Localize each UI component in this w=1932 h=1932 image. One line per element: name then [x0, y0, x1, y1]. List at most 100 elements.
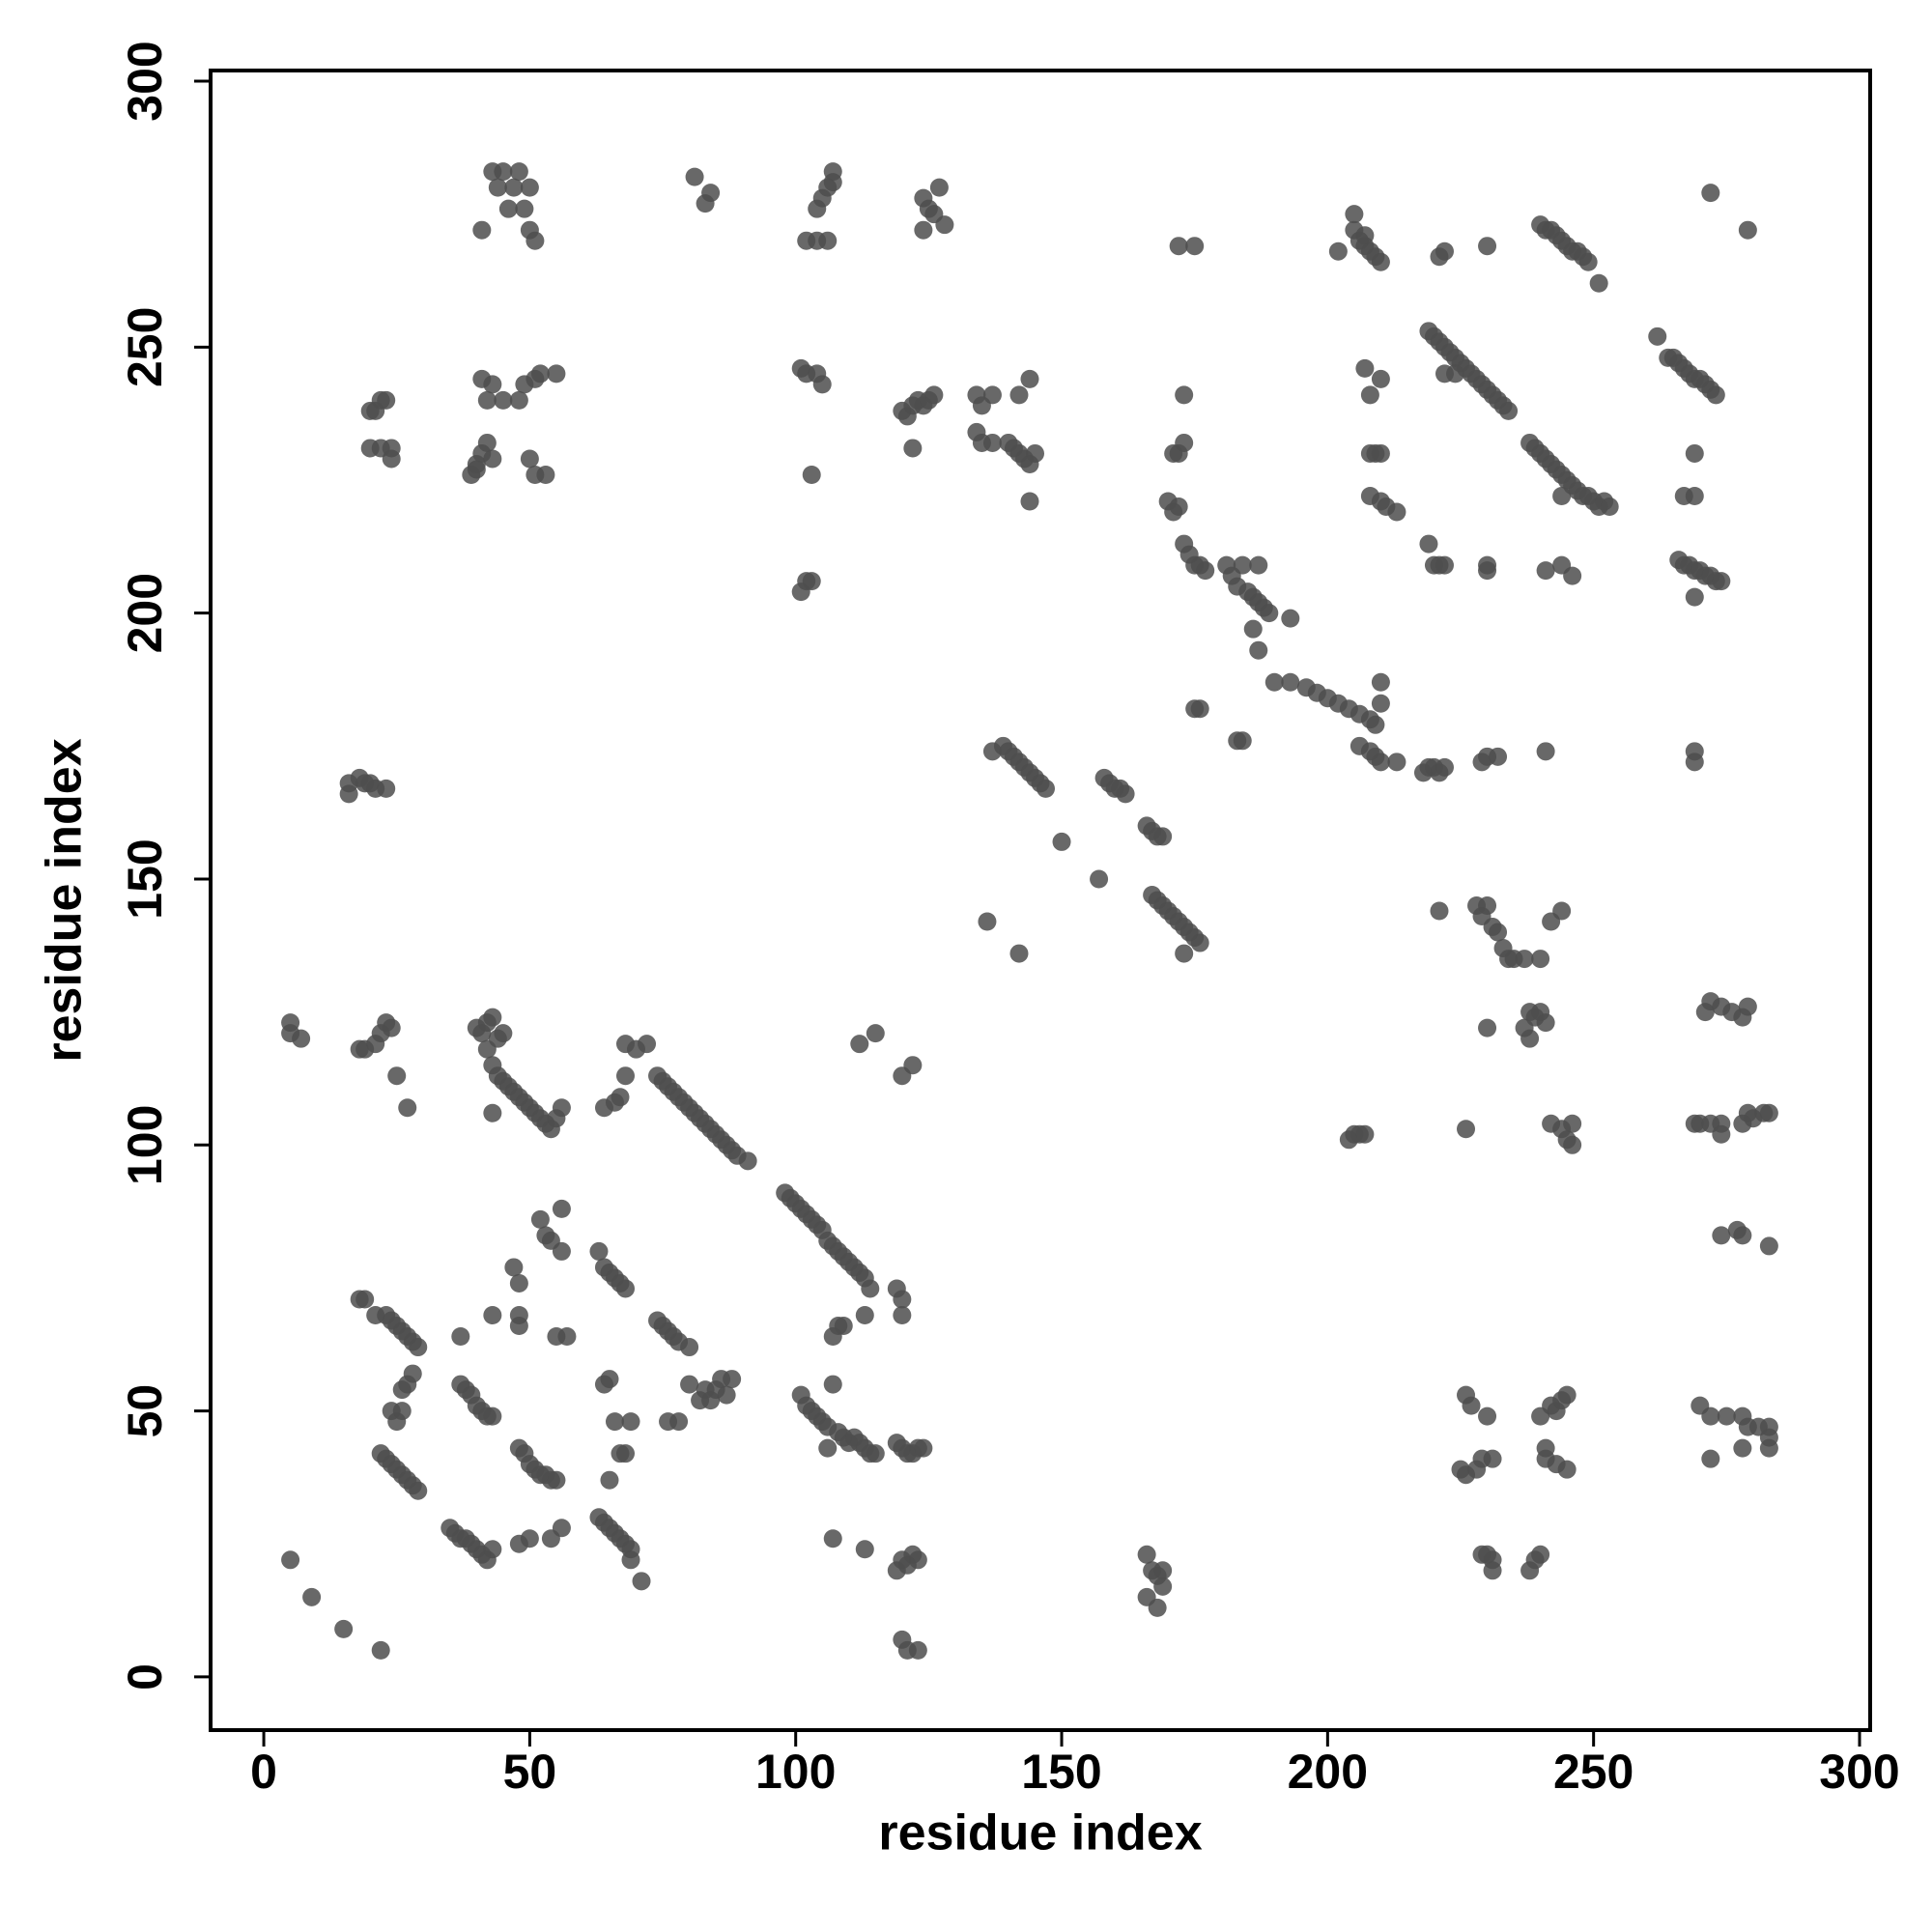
point	[1701, 1406, 1720, 1426]
point	[483, 1406, 502, 1426]
point	[680, 1338, 699, 1357]
point	[1499, 401, 1519, 420]
point	[281, 1550, 300, 1570]
x-tick-label: 0	[250, 1745, 277, 1799]
point	[1355, 226, 1375, 245]
point	[1153, 827, 1173, 846]
point	[403, 1364, 422, 1383]
point	[1435, 555, 1454, 575]
point	[914, 220, 933, 240]
point	[855, 1540, 874, 1559]
point	[1190, 933, 1209, 952]
point	[1371, 753, 1390, 772]
point	[1190, 699, 1209, 719]
point	[494, 390, 513, 410]
point	[1233, 555, 1252, 575]
point	[802, 572, 821, 591]
point	[1563, 1135, 1582, 1154]
point	[536, 465, 555, 484]
point	[1738, 220, 1757, 240]
point	[632, 1572, 651, 1591]
point	[605, 1412, 624, 1432]
point	[1281, 609, 1300, 628]
x-tick-label: 200	[1288, 1745, 1368, 1799]
point	[1563, 1114, 1582, 1133]
point	[483, 1103, 502, 1122]
point	[509, 162, 528, 182]
point	[302, 1587, 322, 1606]
point	[1685, 753, 1704, 772]
point	[483, 1540, 502, 1559]
y-tick-label: 50	[118, 1384, 172, 1438]
point	[1531, 1545, 1550, 1564]
x-tick-label: 100	[755, 1745, 836, 1799]
point	[638, 1035, 657, 1054]
point	[477, 433, 497, 452]
x-axis-label: residue index	[878, 1805, 1202, 1861]
point	[557, 1327, 577, 1347]
point	[1090, 869, 1109, 889]
point	[1557, 1460, 1577, 1479]
point	[1148, 1598, 1167, 1617]
point	[355, 1290, 375, 1309]
point	[509, 390, 528, 410]
point	[1701, 184, 1720, 203]
point	[1345, 205, 1364, 224]
point	[1175, 433, 1194, 452]
point	[1563, 566, 1582, 585]
point	[982, 385, 1002, 405]
point	[1478, 1406, 1497, 1426]
point	[526, 231, 545, 250]
point	[488, 178, 507, 197]
point	[547, 364, 566, 384]
point	[1233, 731, 1252, 751]
point	[982, 433, 1002, 452]
point	[1706, 385, 1725, 405]
point	[1557, 1385, 1577, 1405]
point	[1685, 487, 1704, 506]
point	[1701, 1449, 1720, 1468]
point	[509, 1273, 528, 1293]
plot-frame	[209, 69, 1872, 1732]
point	[1712, 1124, 1731, 1144]
x-tick-label: 150	[1021, 1745, 1101, 1799]
y-tick-label: 150	[118, 838, 172, 919]
point	[520, 449, 539, 469]
point	[893, 1306, 912, 1324]
point	[382, 1018, 401, 1037]
point	[1169, 497, 1188, 517]
y-tick-label: 100	[118, 1105, 172, 1185]
point	[1478, 561, 1497, 581]
point	[1175, 385, 1194, 405]
point	[483, 375, 502, 394]
point	[530, 1209, 550, 1229]
point	[1759, 1236, 1778, 1256]
point	[908, 1640, 927, 1660]
point	[520, 178, 539, 197]
point	[409, 1481, 428, 1500]
point	[723, 1370, 742, 1389]
point	[1020, 492, 1039, 511]
point	[669, 1412, 689, 1432]
point	[409, 1338, 428, 1357]
point	[1260, 604, 1279, 623]
point	[1009, 385, 1029, 405]
point	[1536, 742, 1555, 761]
point	[1025, 443, 1044, 463]
point	[1185, 237, 1205, 256]
point	[812, 375, 832, 394]
point	[1419, 534, 1438, 554]
point	[861, 1279, 880, 1298]
point	[616, 1444, 635, 1463]
point	[1462, 1396, 1481, 1415]
point	[935, 215, 954, 235]
point	[616, 1279, 635, 1298]
point	[701, 184, 721, 203]
point	[850, 1035, 869, 1054]
point	[1733, 1438, 1752, 1458]
y-tick-label: 250	[118, 307, 172, 387]
point	[1009, 944, 1029, 963]
point	[924, 385, 944, 405]
